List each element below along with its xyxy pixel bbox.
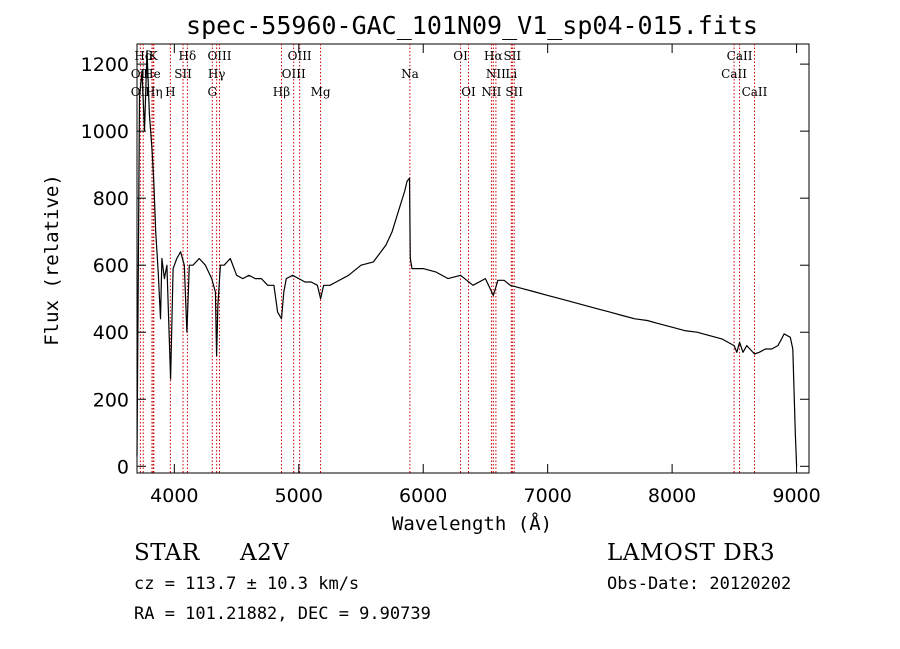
x-tick-label: 8000 (648, 485, 696, 507)
line-marker-label: OIII (288, 49, 312, 63)
obs-date: Obs-Date: 20120202 (607, 574, 792, 594)
x-tick-label: 9000 (772, 485, 820, 507)
survey-name: LAMOST DR3 (607, 540, 776, 566)
line-marker-label: OI (461, 85, 476, 99)
y-axis-ticks: 0 200 400 600 800 1000 1200 (81, 54, 809, 478)
line-marker-label: H (165, 85, 175, 99)
x-tick-label: 7000 (523, 485, 571, 507)
line-marker-label: Na (401, 67, 419, 81)
spectrum-line (136, 50, 798, 467)
y-tick-label: 600 (93, 255, 129, 277)
line-marker-label: OIII (207, 49, 231, 63)
line-marker-label: Hη (145, 85, 163, 99)
chart-title: spec-55960-GAC_101N09_V1_sp04-015.fits (186, 11, 758, 40)
line-marker-label: CaII (721, 67, 747, 81)
x-tick-label: 6000 (399, 485, 447, 507)
plot-frame (136, 43, 810, 474)
x-tick-label: 4000 (150, 485, 198, 507)
line-markers (139, 44, 755, 473)
line-marker-label: Mg (311, 85, 331, 99)
object-class: STAR (134, 540, 200, 566)
line-marker-label: Hδ (179, 49, 197, 63)
line-marker-label: Li (505, 67, 517, 81)
line-marker-label: SII (505, 85, 523, 99)
x-axis-ticks: 4000 5000 6000 7000 8000 9000 (150, 44, 821, 507)
ra-dec: RA = 101.21882, DEC = 9.90739 (134, 604, 431, 624)
line-marker-label: CaII (742, 85, 768, 99)
line-marker-label: G (207, 85, 217, 99)
x-tick-label: 5000 (275, 485, 323, 507)
line-marker-label: Hγ (208, 67, 226, 81)
y-tick-label: 200 (93, 389, 129, 411)
line-marker-label: OIII (282, 67, 306, 81)
line-marker-label: NII (481, 85, 501, 99)
y-tick-label: 1000 (81, 121, 129, 143)
y-axis-label: Flux (relative) (41, 174, 63, 346)
line-marker-label: K (149, 49, 159, 63)
line-marker-label: Hα (484, 49, 503, 63)
line-marker-label: SII (503, 49, 521, 63)
y-tick-label: 800 (93, 188, 129, 210)
redshift-text: cz = 113.7 ± 10.3 km/s (134, 574, 360, 594)
line-marker-label: NII (486, 67, 506, 81)
x-axis-label: Wavelength (Å) (392, 512, 552, 535)
line-marker-label: SII (174, 67, 192, 81)
object-subclass: A2V (240, 540, 290, 566)
y-tick-label: 0 (117, 456, 129, 478)
line-marker-label: Hβ (273, 85, 290, 99)
line-marker-label: OII (131, 67, 151, 81)
line-marker-label: OI (453, 49, 468, 63)
y-tick-label: 400 (93, 322, 129, 344)
y-tick-label: 1200 (81, 54, 129, 76)
line-marker-label: CaII (727, 49, 753, 63)
